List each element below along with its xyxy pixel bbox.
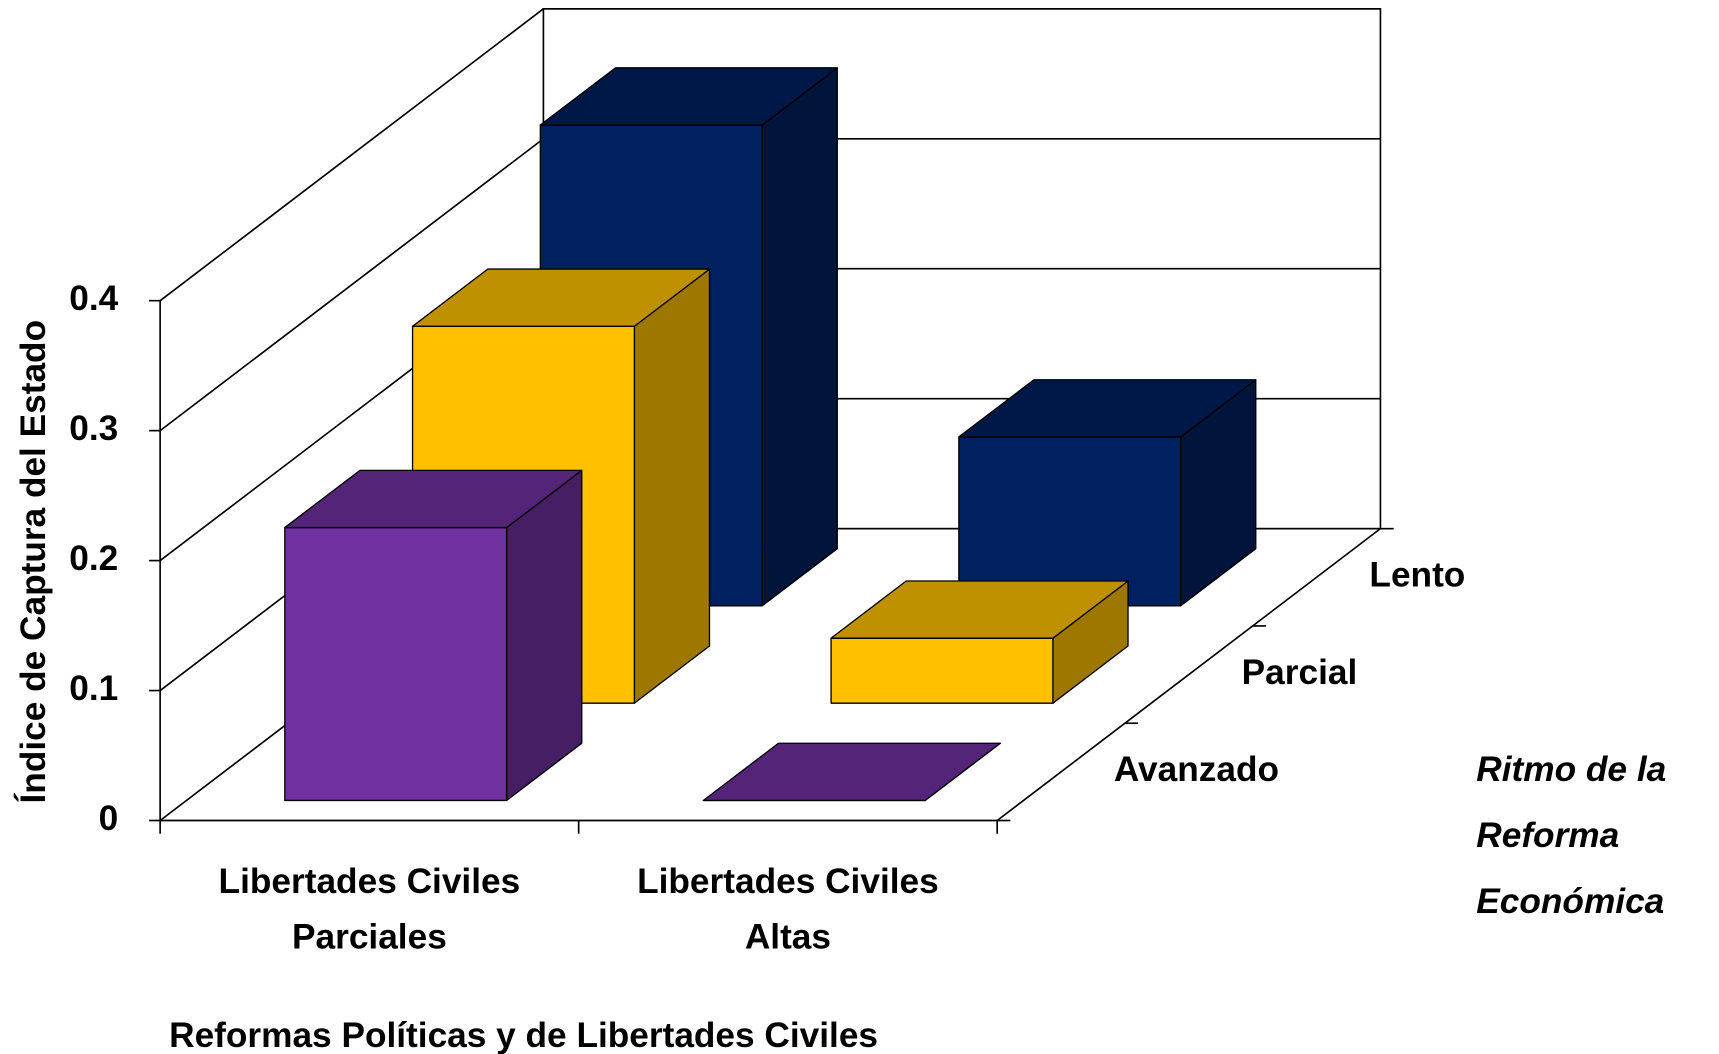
x-tick-box: Libertades Civiles Parciales [218, 861, 521, 956]
x-axis-title: Reformas Políticas y de Libertades Civil… [169, 1016, 878, 1054]
y-axis-title: Índice de Captura del Estado [13, 320, 53, 804]
series-label: Lento [1369, 556, 1465, 595]
bar-top [411, 268, 711, 327]
y-tick-label: 0 [99, 799, 119, 838]
bar-side [505, 469, 583, 802]
x-tick-label: Libertades Civiles Altas [637, 861, 939, 956]
bar-front [830, 637, 1054, 704]
x-tick-box: Libertades Civiles Altas [637, 861, 939, 956]
bar-side [761, 67, 838, 607]
y-tick-label: 0.3 [69, 409, 118, 448]
depth-axis-title: Ritmo de la Reforma Económica [1476, 748, 1667, 921]
floor-edge [996, 527, 1381, 822]
bar [958, 379, 1257, 607]
bar-top [284, 469, 583, 529]
depth-title-box: Ritmo de la Reforma Económica [1476, 748, 1667, 921]
grid-line [159, 138, 544, 432]
y-tick-label: 0.4 [69, 279, 118, 318]
series-label: Parcial [1242, 653, 1358, 692]
series-label: Avanzado [1114, 750, 1279, 789]
bar-front [284, 526, 508, 802]
y-tick-label: 0.1 [69, 669, 118, 708]
y-tick-label: 0.2 [69, 539, 118, 578]
bar-side [633, 268, 711, 704]
grid-line [159, 8, 544, 302]
bar [702, 742, 1001, 802]
bar [284, 469, 583, 802]
bar-top [958, 379, 1257, 438]
bar-top [702, 742, 1001, 802]
bar-top [830, 580, 1129, 639]
bar-top [539, 67, 838, 126]
bar [830, 580, 1129, 704]
x-tick-label: Libertades Civiles Parciales [218, 861, 521, 956]
